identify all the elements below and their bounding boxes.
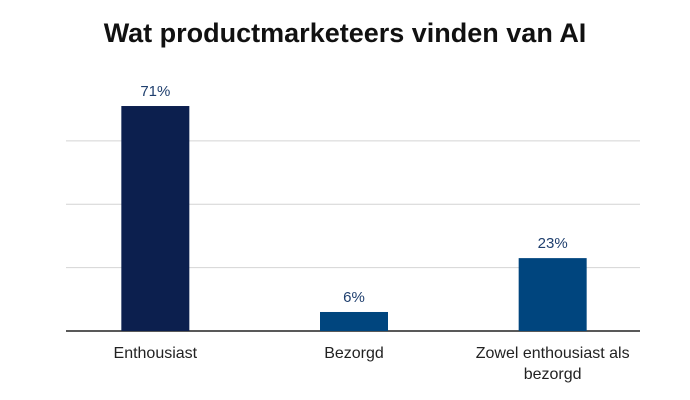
value-label: 71% bbox=[140, 83, 170, 100]
bar bbox=[518, 258, 587, 331]
x-tick-label: Bezorgd bbox=[324, 345, 384, 362]
value-label: 6% bbox=[343, 289, 365, 306]
chart-title: Wat productmarketeers vinden van AI bbox=[104, 18, 587, 48]
bar bbox=[121, 106, 190, 331]
bar bbox=[320, 311, 388, 331]
x-tick-label: Enthousiast bbox=[113, 345, 198, 362]
value-label: 23% bbox=[538, 235, 568, 252]
x-tick-label: Zowel enthousiast als bezorgd bbox=[475, 345, 630, 383]
